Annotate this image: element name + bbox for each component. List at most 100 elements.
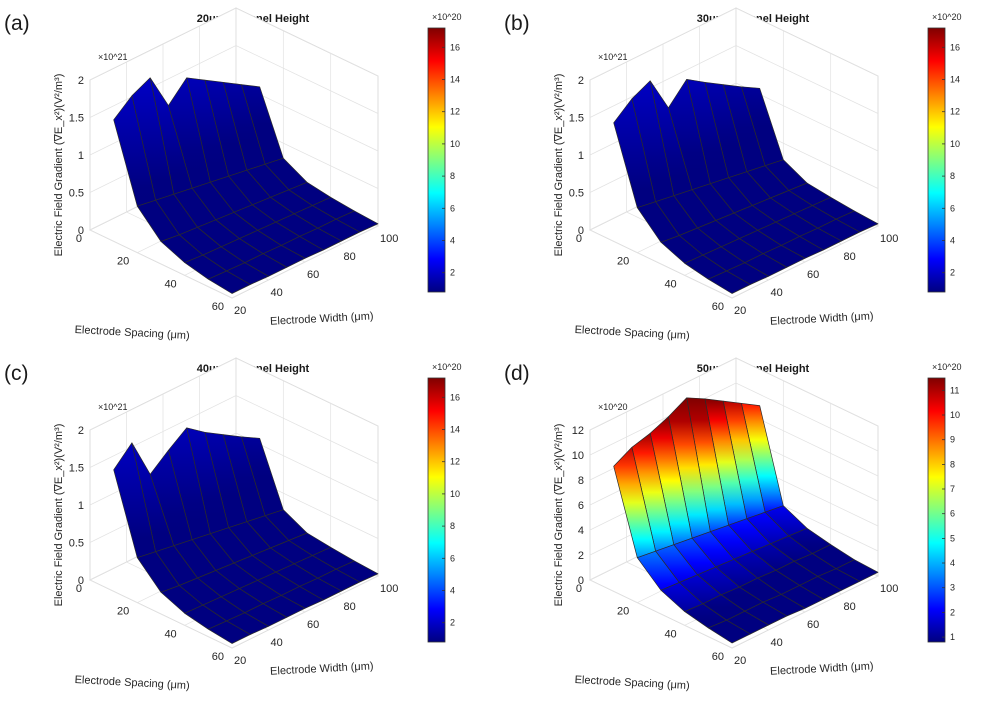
axis-ticks: 0 2 4 6 8 10 12 0 20 40 60 20 40 60 80 100: [572, 425, 899, 667]
panel-d: (d) 50μm Channel Height 0246810120204060…: [500, 350, 1000, 700]
surface-mesh: [613, 397, 879, 644]
x-tick-label: 60: [712, 301, 724, 313]
colorbar-tick-label: 1: [950, 632, 955, 642]
panel-label: (a): [4, 12, 30, 35]
z-multiplier: ×10^21: [98, 52, 128, 62]
y-tick-label: 60: [807, 269, 819, 281]
surface-chart-a: (a) 20μm Channel Height 00.511.520204060…: [4, 7, 462, 342]
colorbar-tick-label: 14: [950, 75, 960, 85]
surface-patch: [707, 619, 751, 644]
colorbar: 2 4 6 8 10 12 14 16: [927, 27, 960, 293]
colorbar-tick-label: 8: [950, 459, 955, 469]
colorbar-multiplier: ×10^20: [932, 12, 962, 22]
z-multiplier: ×10^21: [598, 52, 628, 62]
y-axis-label: Electrode Width (μm): [270, 310, 374, 327]
panel-a: (a) 20μm Channel Height 00.511.520204060…: [0, 0, 500, 350]
x-gridline: [731, 76, 879, 299]
y-tick-label: 60: [307, 619, 319, 631]
y-tick-label: 100: [880, 233, 898, 245]
colorbar-gradient: [427, 27, 446, 293]
y-tick-label: 20: [234, 305, 246, 317]
panel-b: (b) 30μm Channel Height 00.511.520204060…: [500, 0, 1000, 350]
surface-mesh: [113, 77, 379, 294]
surface-patch: [207, 620, 251, 644]
x-axis-label: Electrode Spacing (μm): [574, 324, 690, 342]
panel-label: (d): [504, 362, 530, 385]
z-tick-label: 0: [578, 225, 584, 237]
z-tick-label: 8: [578, 475, 584, 487]
z-tick-label: 1: [78, 150, 84, 162]
colorbar-tick-label: 6: [450, 553, 455, 563]
colorbar-tick-label: 4: [950, 558, 955, 568]
z-tick-label: 6: [578, 500, 584, 512]
x-gridline: [231, 426, 379, 649]
colorbar-tick-label: 3: [950, 583, 955, 593]
z-axis-label: Electric Field Gradient (∇E_x²)(V²/m³): [53, 74, 65, 257]
x-tick-label: 0: [76, 233, 82, 245]
z-multiplier: ×10^21: [98, 402, 128, 412]
colorbar-gradient: [927, 27, 946, 293]
surface-chart-b: (b) 30μm Channel Height 00.511.520204060…: [504, 7, 962, 342]
colorbar: 2 4 6 8 10 12 14 16: [427, 377, 460, 643]
z-tick-label: 2: [78, 425, 84, 437]
y-axis-label: Electrode Width (μm): [770, 310, 874, 327]
x-tick-label: 20: [617, 256, 629, 268]
z-tick-label: 1: [78, 500, 84, 512]
colorbar: 1 2 3 4 5 6 7 8 9 10 11: [927, 377, 960, 643]
z-tick-label: 1.5: [69, 113, 84, 125]
x-tick-label: 60: [212, 651, 224, 663]
z-tick-label: 2: [578, 75, 584, 87]
x-tick-label: 60: [212, 301, 224, 313]
z-tick-label: 4: [578, 525, 584, 537]
colorbar-tick-label: 12: [450, 107, 460, 117]
surface-chart-d: (d) 50μm Channel Height 0246810120204060…: [504, 357, 962, 692]
x-tick-label: 0: [76, 583, 82, 595]
y-tick-label: 40: [771, 637, 783, 649]
x-tick-label: 40: [664, 278, 676, 290]
z-tick-label: 2: [578, 550, 584, 562]
panel-label: (c): [4, 362, 29, 385]
y-tick-label: 20: [734, 305, 746, 317]
colorbar-tick-label: 2: [950, 268, 955, 278]
colorbar-tick-label: 10: [950, 410, 960, 420]
colorbar-tick-label: 4: [450, 236, 455, 246]
y-tick-label: 40: [271, 637, 283, 649]
colorbar-tick-label: 8: [950, 171, 955, 181]
z-tick-label: 1.5: [569, 113, 584, 125]
colorbar-tick-label: 5: [950, 533, 955, 543]
x-tick-label: 40: [164, 628, 176, 640]
z-tick-label: 0.5: [69, 538, 84, 550]
surface-mesh: [613, 78, 879, 294]
y-tick-label: 20: [234, 655, 246, 667]
colorbar-multiplier: ×10^20: [932, 362, 962, 372]
x-tick-label: 20: [117, 256, 129, 268]
z-axis-label: Electric Field Gradient (∇E_x²)(V²/m³): [553, 74, 565, 257]
x-tick-label: 40: [164, 278, 176, 290]
y-tick-label: 80: [344, 601, 356, 613]
colorbar-tick-label: 6: [950, 203, 955, 213]
z-tick-label: 1: [578, 150, 584, 162]
colorbar-tick-label: 4: [950, 236, 955, 246]
y-tick-label: 40: [271, 287, 283, 299]
surface-chart-c: (c) 40μm Channel Height 00.511.520204060…: [4, 357, 462, 692]
colorbar-tick-label: 2: [450, 618, 455, 628]
colorbar-tick-label: 16: [950, 42, 960, 52]
surface-patch: [207, 270, 251, 294]
y-tick-label: 60: [307, 269, 319, 281]
z-tick-label: 0: [78, 225, 84, 237]
colorbar-tick-label: 8: [450, 171, 455, 181]
y-tick-label: 100: [380, 583, 398, 595]
x-tick-label: 60: [712, 651, 724, 663]
y-tick-label: 80: [844, 601, 856, 613]
colorbar-tick-label: 2: [450, 268, 455, 278]
panel-label: (b): [504, 12, 530, 35]
y-tick-label: 60: [807, 619, 819, 631]
colorbar-multiplier: ×10^20: [432, 12, 462, 22]
y-axis-label: Electrode Width (μm): [770, 660, 874, 677]
y-tick-label: 20: [734, 655, 746, 667]
colorbar-tick-label: 10: [450, 139, 460, 149]
y-axis-label: Electrode Width (μm): [270, 660, 374, 677]
x-tick-label: 40: [664, 628, 676, 640]
z-axis-label: Electric Field Gradient (∇E_x²)(V²/m³): [553, 424, 565, 607]
z-tick-label: 0: [578, 575, 584, 587]
